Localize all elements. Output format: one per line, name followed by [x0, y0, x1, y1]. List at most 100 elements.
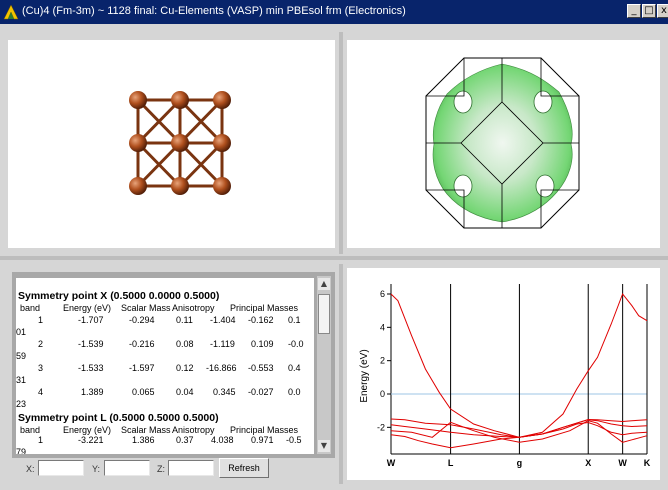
- coordinate-controls: X: Y: Z: Refresh: [0, 458, 340, 480]
- z-label: Z:: [157, 464, 165, 474]
- x-tick-label: L: [448, 458, 454, 468]
- x-tick-label: W: [618, 458, 627, 468]
- wrapped-text: 31: [16, 375, 27, 385]
- x-tick-label: g: [517, 458, 523, 468]
- principal-mass-cell: -0.0: [288, 339, 304, 349]
- vertical-scrollbar[interactable]: ▲ ▼: [317, 276, 331, 454]
- col-principal-masses: Principal Masses: [230, 303, 299, 313]
- col-band: band: [20, 425, 41, 435]
- app-logo-icon: [3, 4, 19, 20]
- x-input[interactable]: [38, 460, 84, 476]
- table-row: 3 -1.533 -1.597 0.12 -16.866 -0.553 0.4 …: [16, 363, 314, 387]
- close-button[interactable]: x: [657, 4, 668, 18]
- principal-mass-cell: -0.553: [248, 363, 274, 373]
- wrapped-text: 23: [16, 399, 27, 409]
- refresh-button[interactable]: Refresh: [219, 458, 269, 478]
- anisotropy-cell: 0.08: [176, 339, 194, 349]
- principal-mass-cell: 0.4: [288, 363, 301, 373]
- scroll-down-icon[interactable]: ▼: [318, 440, 330, 452]
- brillouin-zone-edges: [426, 58, 579, 228]
- table-row: 1 -1.707 -0.294 0.11 -1.404 -0.162 0.1 0…: [16, 315, 314, 339]
- principal-mass-cell: -16.866: [206, 363, 237, 373]
- energy-cell: -3.221: [78, 435, 104, 445]
- wrapped-text: 79: [16, 447, 27, 454]
- symmetry-info-text[interactable]: Symmetry point X (0.5000 0.0000 0.5000) …: [16, 278, 314, 454]
- y-tick-label: -2: [377, 422, 385, 432]
- x-tick-label: K: [644, 458, 651, 468]
- principal-mass-cell: 0.109: [251, 339, 274, 349]
- anisotropy-cell: 0.37: [176, 435, 194, 445]
- fermi-surface-necks: [453, 90, 555, 198]
- fermi-surface-view[interactable]: [347, 40, 660, 248]
- symmetry-info-panel: Symmetry point X (0.5000 0.0000 0.5000) …: [12, 272, 335, 458]
- band-cell: 1: [38, 315, 44, 325]
- energy-cell: -1.707: [78, 315, 104, 325]
- scalar-mass-cell: -0.216: [129, 339, 155, 349]
- col-scalar-mass: Scalar Mass: [121, 425, 171, 435]
- y-tick-label: 2: [380, 356, 385, 366]
- x-tick-label: X: [585, 458, 591, 468]
- principal-mass-cell: -0.5: [286, 435, 302, 445]
- anisotropy-cell: 0.04: [176, 387, 194, 397]
- band-series: [390, 293, 648, 449]
- vertical-splitter-bottom[interactable]: [339, 264, 343, 484]
- title-bar: (Cu)4 (Fm-3m) ~ 1128 final: Cu-Elements …: [0, 0, 668, 24]
- energy-cell: 1.389: [81, 387, 104, 397]
- z-input[interactable]: [168, 460, 214, 476]
- anisotropy-cell: 0.11: [176, 315, 193, 325]
- scalar-mass-cell: -0.294: [129, 315, 155, 325]
- scalar-mass-cell: 1.386: [132, 435, 155, 445]
- col-band: band: [20, 303, 41, 313]
- band-line-4: [390, 420, 648, 443]
- principal-mass-cell: 0.971: [251, 435, 274, 445]
- crystal-structure-view[interactable]: [8, 40, 335, 248]
- table-row: 1 -3.221 1.386 0.37 4.038 0.971 -0.5 79: [16, 435, 314, 454]
- principal-mass-cell: 0.345: [213, 387, 236, 397]
- col-scalar-mass: Scalar Mass: [121, 303, 171, 313]
- minimize-button[interactable]: _: [627, 4, 641, 18]
- principal-mass-cell: -0.162: [248, 315, 274, 325]
- fermi-surface-model[interactable]: [347, 40, 660, 248]
- y-input[interactable]: [104, 460, 150, 476]
- col-energy: Energy (eV): [63, 303, 112, 313]
- scalar-mass-cell: 0.065: [132, 387, 155, 397]
- wrapped-text: 01: [16, 327, 27, 337]
- band-cell: 1: [38, 435, 44, 445]
- col-energy: Energy (eV): [63, 425, 112, 435]
- symmetry-point-l-title: Symmetry point L (0.5000 0.5000 0.5000): [18, 412, 219, 424]
- anisotropy-cell: 0.12: [176, 363, 194, 373]
- col-principal-masses: Principal Masses: [230, 425, 299, 435]
- band-cell: 2: [38, 339, 44, 349]
- y-tick-label: 0: [380, 389, 385, 399]
- principal-mass-cell: 4.038: [211, 435, 234, 445]
- wrapped-text: 59: [16, 351, 27, 361]
- window-title: (Cu)4 (Fm-3m) ~ 1128 final: Cu-Elements …: [22, 5, 406, 17]
- y-label: Y:: [92, 464, 101, 474]
- vertical-splitter-top[interactable]: [339, 32, 343, 254]
- scroll-up-icon[interactable]: ▲: [318, 278, 330, 290]
- principal-mass-cell: -0.027: [248, 387, 274, 397]
- energy-cell: -1.533: [78, 363, 104, 373]
- band-line-3: [390, 418, 648, 438]
- band-cell: 4: [38, 387, 44, 397]
- horizontal-splitter[interactable]: [0, 256, 668, 260]
- principal-mass-cell: 0.0: [288, 387, 301, 397]
- band-line-5: [390, 293, 648, 438]
- maximize-button[interactable]: □: [642, 4, 656, 18]
- principal-mass-cell: -1.404: [210, 315, 236, 325]
- symmetry-point-x-title: Symmetry point X (0.5000 0.0000 0.5000): [18, 290, 220, 302]
- principal-mass-cell: -1.119: [210, 339, 235, 349]
- principal-mass-cell: 0.1: [288, 315, 301, 325]
- crystal-structure-model[interactable]: [8, 40, 335, 248]
- col-anisotropy: Anisotropy: [172, 303, 215, 313]
- scalar-mass-cell: -1.597: [129, 363, 155, 373]
- x-tick-label: W: [387, 458, 396, 468]
- x-label: X:: [26, 464, 35, 474]
- y-tick-label: 4: [380, 322, 385, 332]
- y-tick-label: 6: [380, 289, 385, 299]
- table-row: 4 1.389 0.065 0.04 0.345 -0.027 0.0 23: [16, 387, 314, 411]
- scrollbar-thumb[interactable]: [318, 294, 330, 334]
